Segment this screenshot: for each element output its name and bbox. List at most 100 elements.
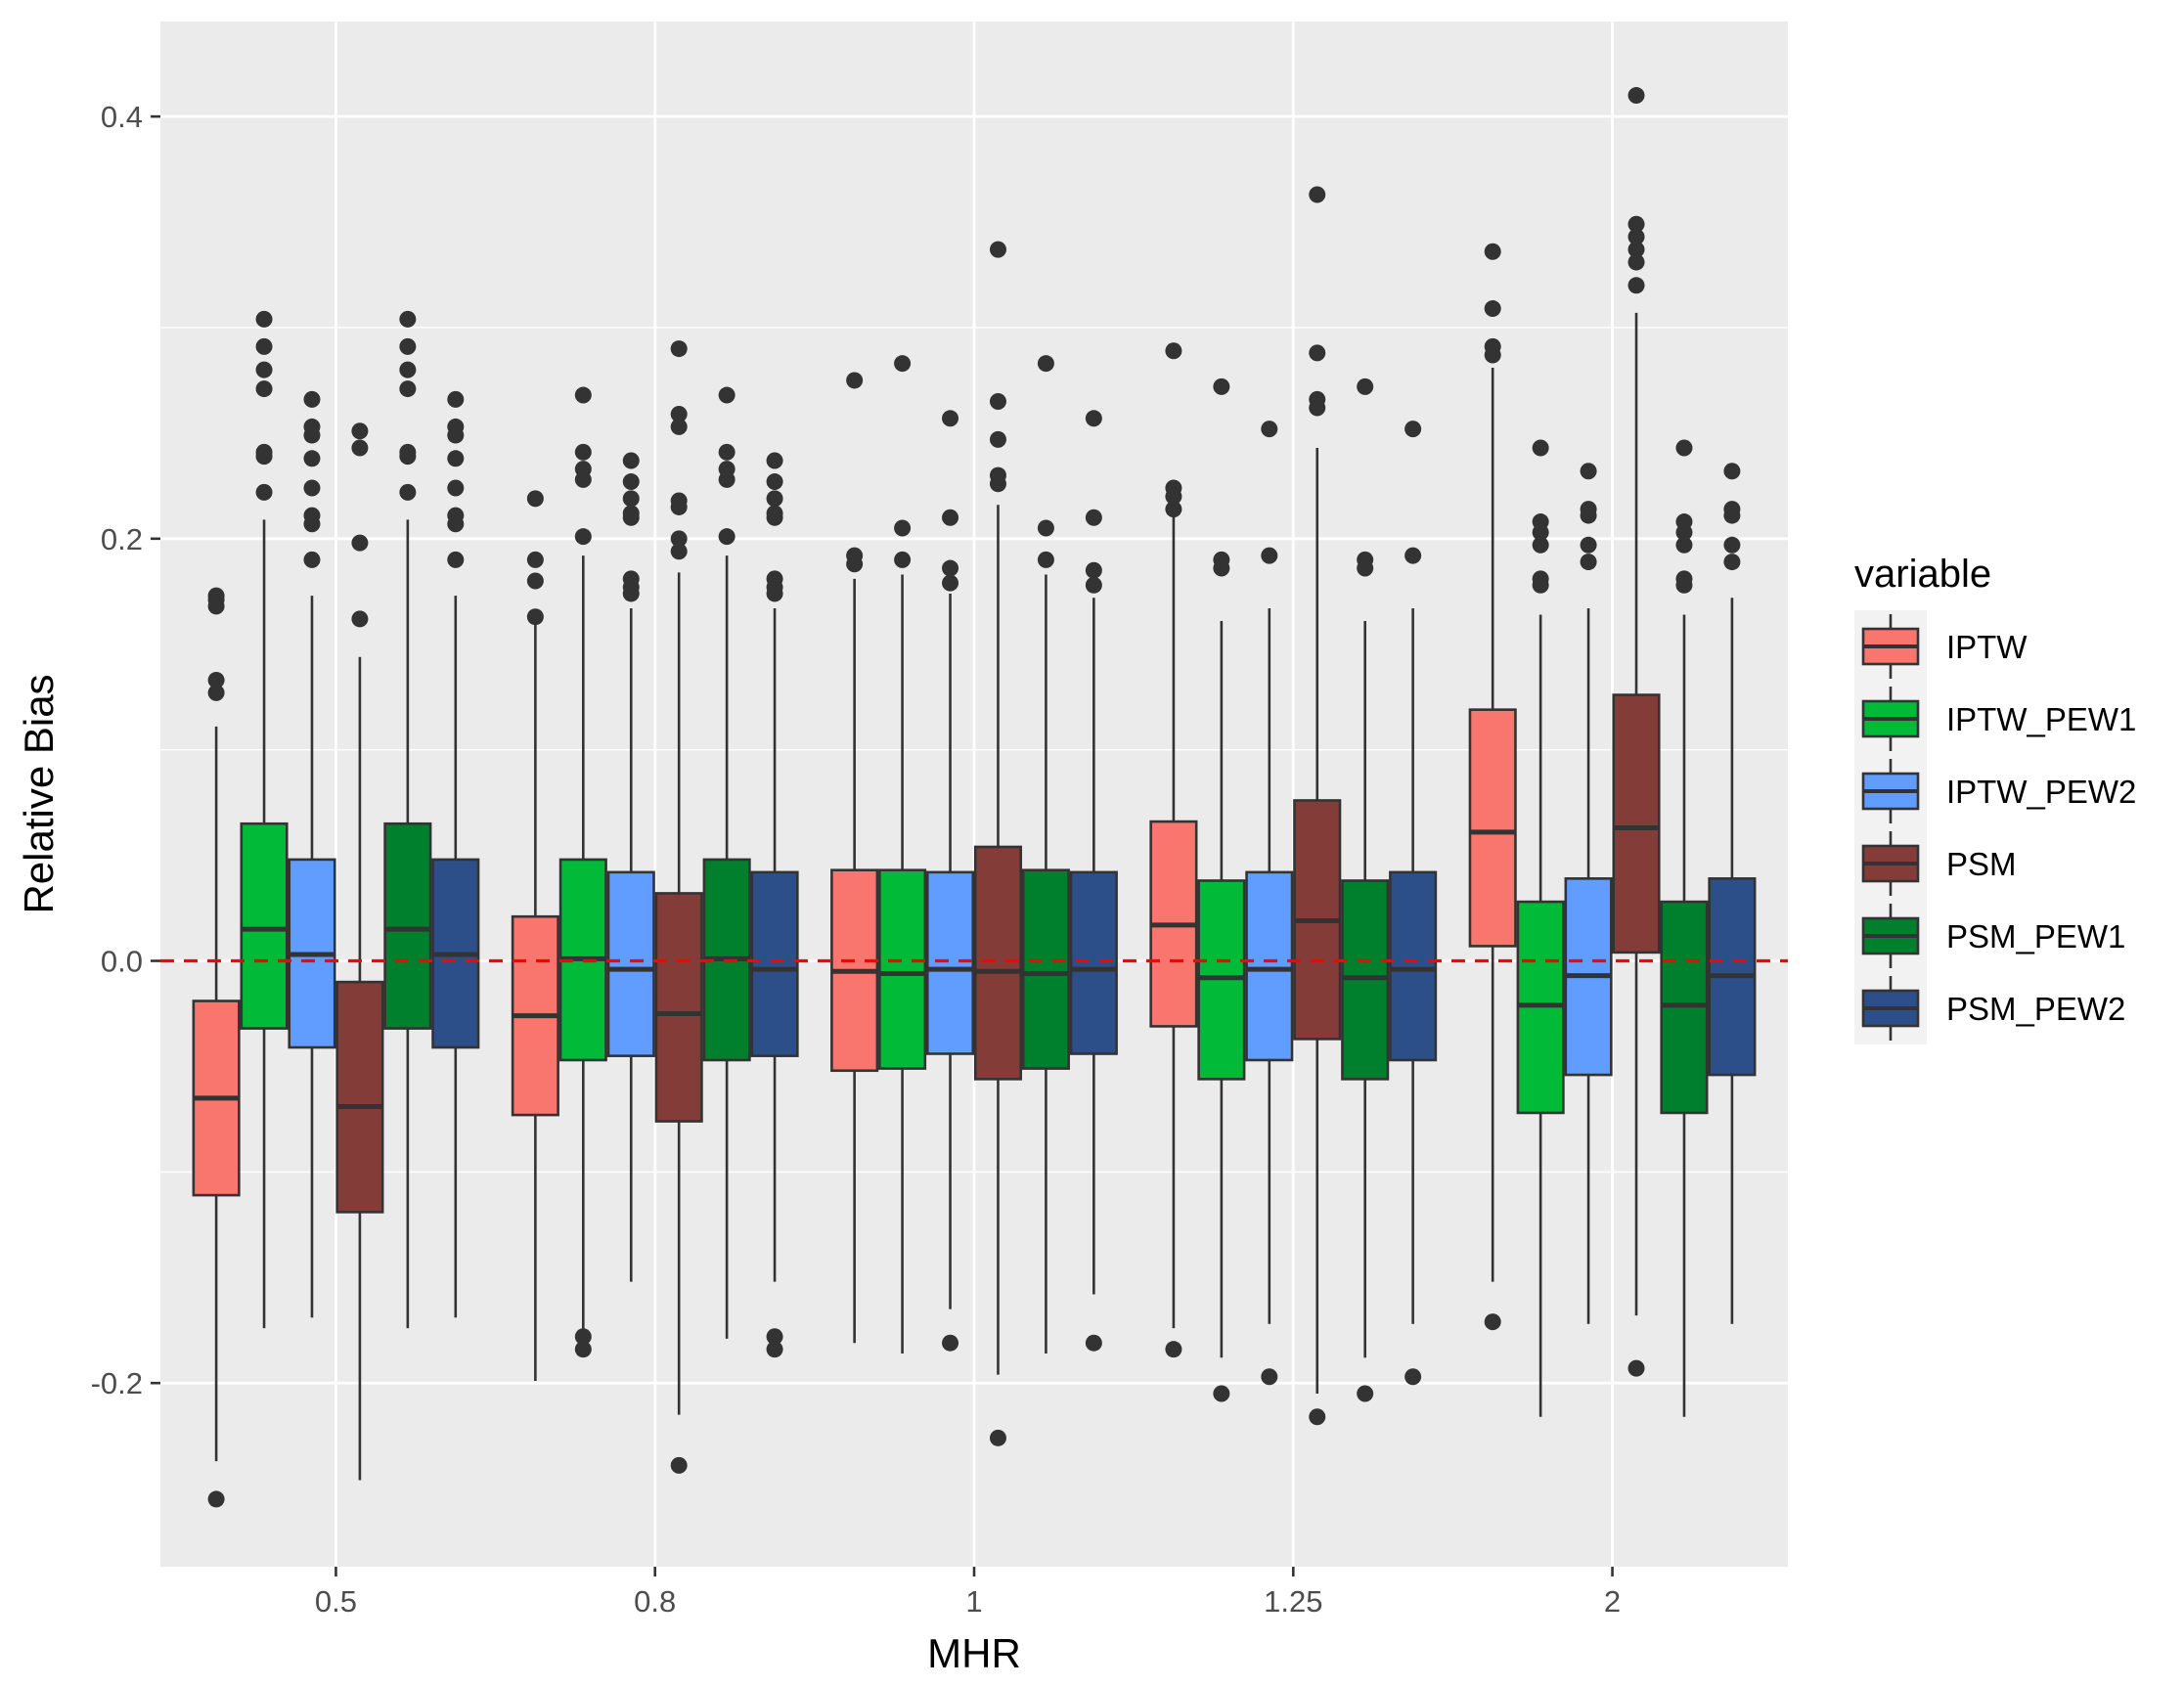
outlier-point [351,422,369,440]
box-PSM_PEW2-0.5 [431,390,480,1318]
outlier-point [351,610,369,628]
legend-label: IPTW_PEW2 [1946,774,2136,810]
outlier-point [1213,1385,1230,1402]
outlier-point [1580,554,1597,571]
outlier-point [399,448,417,466]
outlier-point [1357,559,1374,577]
box-PSM-2 [1612,87,1661,1377]
outlier-point [1627,241,1645,258]
box-body [750,870,799,1057]
outlier-point [942,574,959,592]
outlier-point [399,337,417,355]
outlier-point [1627,1359,1645,1377]
outlier-point [766,490,783,508]
box-PSM-0.8 [654,340,703,1474]
outlier-point [1580,536,1597,554]
box-body [973,845,1023,1081]
box-IPTW_PEW2-1.25 [1245,421,1294,1386]
box-PSM_PEW2-1 [1069,410,1118,1352]
y-axis-title: Relative Bias [16,674,62,913]
outlier-point [351,439,369,457]
box-IPTW_PEW1-0.5 [240,310,289,1329]
box-PSM_PEW2-0.8 [750,452,799,1358]
outlier-point [1580,463,1597,480]
y-tick-label: 0.2 [101,522,143,556]
outlier-point [1675,523,1693,541]
outlier-point [1085,1334,1102,1352]
box-PSM-1.25 [1293,186,1342,1426]
outlier-point [1484,243,1501,260]
outlier-point [1309,1408,1326,1426]
legend-item-IPTW: IPTW [1861,614,2028,679]
outlier-point [1213,377,1230,395]
outlier-point [303,551,321,568]
outlier-point [1723,507,1741,524]
legend-item-IPTW_PEW1: IPTW_PEW1 [1861,687,2136,751]
outlier-point [574,443,592,461]
box-body [878,868,927,1070]
outlier-point [1085,576,1102,594]
outlier-point [1404,1368,1422,1386]
legend-label: PSM_PEW1 [1946,918,2125,954]
outlier-point [942,509,959,526]
x-tick-label: 0.5 [315,1584,357,1619]
outlier-point [766,1341,783,1358]
outlier-point [1532,536,1549,554]
box-PSM_PEW2-2 [1708,463,1757,1324]
outlier-point [1627,277,1645,294]
outlier-point [207,671,225,688]
outlier-point [1484,1313,1501,1331]
outlier-point [718,443,735,461]
outlier-point [1213,559,1230,577]
outlier-point [1037,355,1054,373]
outlier-point [255,337,273,355]
outlier-point [989,393,1006,411]
box-body [1069,870,1118,1055]
box-PSM-0.5 [335,422,384,1481]
outlier-point [1404,547,1422,564]
outlier-point [1627,253,1645,271]
outlier-point [303,479,321,497]
outlier-point [1627,87,1645,105]
outlier-point [942,410,959,427]
box-body [1612,693,1661,954]
outlier-point [894,519,912,537]
outlier-point [447,426,465,444]
outlier-point [207,1490,225,1508]
outlier-point [303,515,321,533]
outlier-point [255,448,273,466]
outlier-point [1675,536,1693,554]
box-layer [192,87,1757,1508]
box-IPTW-2 [1468,243,1517,1331]
outlier-point [766,473,783,491]
box-body [383,821,432,1030]
outlier-point [447,450,465,467]
legend-label: PSM [1946,846,2017,882]
outlier-point [255,483,273,501]
box-body [654,892,703,1123]
outlier-point [670,340,688,358]
box-body [1389,870,1438,1062]
outlier-point [718,386,735,404]
outlier-point [766,509,783,526]
box-IPTW_PEW2-2 [1564,463,1613,1324]
x-tick-label: 2 [1604,1584,1621,1619]
box-IPTW-1 [830,372,879,1344]
box-IPTW_PEW1-2 [1516,439,1565,1417]
legend-label: IPTW_PEW1 [1946,701,2136,737]
outlier-point [1723,554,1741,571]
box-IPTW_PEW2-1 [925,410,975,1352]
outlier-point [207,684,225,701]
outlier-point [574,528,592,546]
outlier-point [1357,377,1374,395]
outlier-point [1165,342,1182,360]
outlier-point [526,551,544,568]
y-tick-label: 0.0 [101,945,143,979]
outlier-point [574,1328,592,1346]
legend-label: PSM_PEW2 [1946,991,2125,1027]
outlier-point [1261,421,1278,438]
outlier-point [894,355,912,373]
box-body [335,980,384,1214]
outlier-point [622,473,640,491]
outlier-point [670,418,688,435]
